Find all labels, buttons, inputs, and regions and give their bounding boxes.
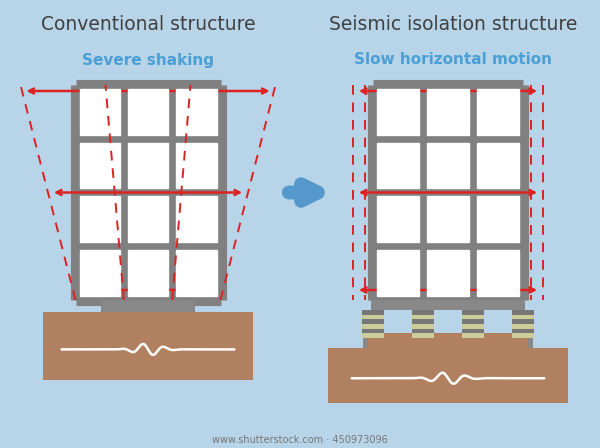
Bar bbox=[412, 314, 434, 319]
Polygon shape bbox=[79, 250, 120, 296]
Polygon shape bbox=[176, 197, 217, 242]
Bar bbox=[512, 329, 534, 333]
Bar bbox=[512, 324, 534, 329]
Text: www.shutterstock.com · 450973096: www.shutterstock.com · 450973096 bbox=[212, 435, 388, 445]
Polygon shape bbox=[377, 143, 419, 189]
Bar bbox=[43, 312, 253, 380]
Polygon shape bbox=[477, 250, 519, 296]
Polygon shape bbox=[477, 89, 519, 135]
Polygon shape bbox=[128, 143, 168, 189]
Bar bbox=[368, 333, 528, 348]
Bar bbox=[363, 338, 533, 348]
Polygon shape bbox=[176, 143, 217, 189]
Bar bbox=[462, 310, 484, 314]
Polygon shape bbox=[427, 197, 469, 242]
Bar bbox=[412, 329, 434, 333]
Bar bbox=[101, 300, 195, 312]
Polygon shape bbox=[377, 197, 419, 242]
Bar bbox=[462, 314, 484, 319]
Text: Severe shaking: Severe shaking bbox=[82, 52, 214, 68]
Bar bbox=[512, 310, 534, 314]
Polygon shape bbox=[79, 143, 120, 189]
Bar bbox=[412, 310, 434, 314]
Polygon shape bbox=[477, 143, 519, 189]
Bar bbox=[462, 333, 484, 338]
Bar bbox=[512, 333, 534, 338]
Bar bbox=[512, 319, 534, 324]
Polygon shape bbox=[79, 197, 120, 242]
Polygon shape bbox=[128, 197, 168, 242]
Polygon shape bbox=[176, 250, 217, 296]
Bar bbox=[512, 314, 534, 319]
Bar bbox=[362, 324, 384, 329]
Bar bbox=[362, 310, 384, 314]
Bar bbox=[362, 319, 384, 324]
Polygon shape bbox=[427, 89, 469, 135]
Bar bbox=[412, 333, 434, 338]
Polygon shape bbox=[176, 89, 217, 135]
Bar bbox=[362, 333, 384, 338]
Polygon shape bbox=[128, 250, 168, 296]
Bar bbox=[412, 324, 434, 329]
Bar bbox=[462, 324, 484, 329]
Polygon shape bbox=[427, 143, 469, 189]
Bar bbox=[371, 300, 525, 310]
Polygon shape bbox=[377, 250, 419, 296]
Polygon shape bbox=[477, 197, 519, 242]
Polygon shape bbox=[79, 89, 120, 135]
Bar bbox=[462, 319, 484, 324]
Bar bbox=[412, 319, 434, 324]
Bar bbox=[362, 314, 384, 319]
Text: Slow horizontal motion: Slow horizontal motion bbox=[354, 52, 552, 68]
Polygon shape bbox=[377, 89, 419, 135]
Bar bbox=[328, 348, 568, 403]
Bar bbox=[362, 329, 384, 333]
Bar bbox=[462, 329, 484, 333]
Polygon shape bbox=[128, 89, 168, 135]
Polygon shape bbox=[427, 250, 469, 296]
Text: Conventional structure: Conventional structure bbox=[41, 16, 256, 34]
Text: Seismic isolation structure: Seismic isolation structure bbox=[329, 16, 577, 34]
